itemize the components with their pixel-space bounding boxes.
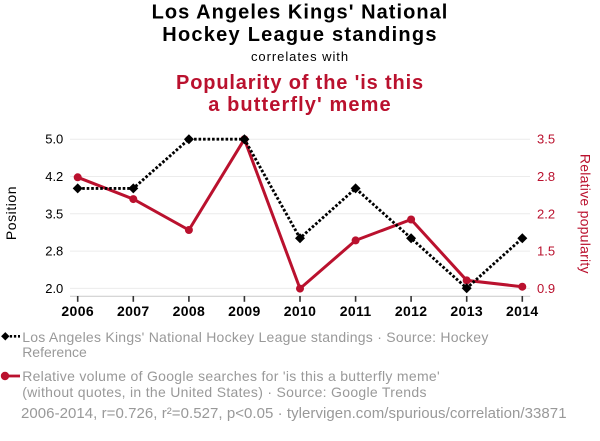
svg-text:Los Angeles Kings' National Ho: Los Angeles Kings' National Hockey Leagu… <box>22 329 488 345</box>
svg-text:2011: 2011 <box>340 303 372 319</box>
svg-text:Reference: Reference <box>22 344 87 360</box>
svg-text:1.5: 1.5 <box>537 244 555 259</box>
svg-text:Relative volume of Google sear: Relative volume of Google searches for '… <box>22 368 440 384</box>
svg-text:3.5: 3.5 <box>45 206 63 221</box>
svg-text:2014: 2014 <box>506 303 539 319</box>
svg-text:2013: 2013 <box>450 303 483 319</box>
svg-text:2008: 2008 <box>173 303 206 319</box>
svg-text:2010: 2010 <box>284 303 317 319</box>
svg-text:0.9: 0.9 <box>537 281 555 296</box>
svg-text:2.0: 2.0 <box>45 281 63 296</box>
svg-text:(without quotes, in the United: (without quotes, in the United States) ·… <box>22 384 427 400</box>
svg-text:2006: 2006 <box>61 303 94 319</box>
svg-text:a butterfly' meme: a butterfly' meme <box>208 94 392 116</box>
svg-text:correlates with: correlates with <box>251 49 349 64</box>
svg-text:Hockey League standings: Hockey League standings <box>162 24 438 46</box>
svg-text:Popularity of the 'is this: Popularity of the 'is this <box>176 72 424 94</box>
svg-text:2.8: 2.8 <box>537 169 555 184</box>
svg-text:2006-2014, r=0.726, r²=0.527,: 2006-2014, r=0.726, r²=0.527, p<0.05 · t… <box>21 405 567 422</box>
svg-text:4.2: 4.2 <box>45 169 63 184</box>
svg-text:Position: Position <box>3 186 19 240</box>
svg-text:Los Angeles Kings' National: Los Angeles Kings' National <box>152 2 449 24</box>
svg-text:2007: 2007 <box>117 303 150 319</box>
svg-text:2009: 2009 <box>228 303 261 319</box>
svg-text:2.2: 2.2 <box>537 206 555 221</box>
svg-text:Relative popularity: Relative popularity <box>577 154 593 274</box>
svg-text:5.0: 5.0 <box>45 132 63 147</box>
svg-text:2012: 2012 <box>395 303 428 319</box>
svg-text:2.8: 2.8 <box>45 244 63 259</box>
svg-text:3.5: 3.5 <box>537 132 555 147</box>
